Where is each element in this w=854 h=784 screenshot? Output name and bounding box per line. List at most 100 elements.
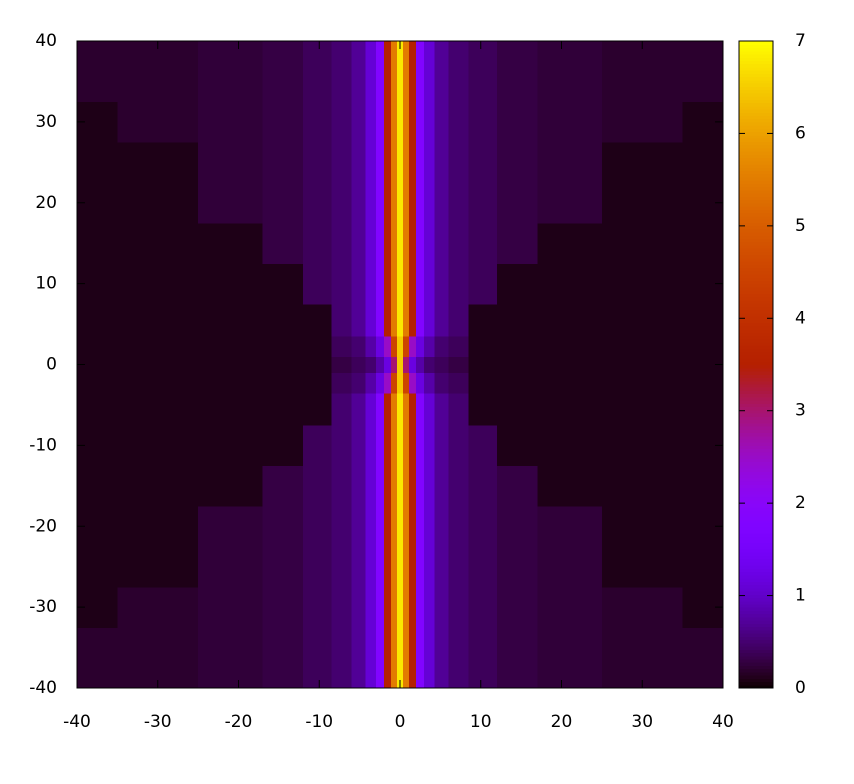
heat-cell xyxy=(375,425,385,467)
heat-cell xyxy=(198,465,264,507)
heat-cell xyxy=(365,263,377,305)
heat-cell xyxy=(351,182,367,224)
heat-cell xyxy=(434,142,449,184)
heat-cell xyxy=(448,506,470,547)
heat-cell xyxy=(416,182,425,224)
heat-cell xyxy=(198,182,264,224)
colorbar-strip xyxy=(739,468,773,472)
colorbar-strip xyxy=(739,241,773,246)
heat-cell xyxy=(351,586,367,628)
colorbar-strip xyxy=(739,616,773,621)
colorbar-strip xyxy=(739,325,773,330)
heat-cell xyxy=(601,356,684,374)
heat-cell xyxy=(448,372,470,394)
heat-cell xyxy=(390,101,398,143)
colorbar-strip xyxy=(739,464,773,469)
colorbar-strip xyxy=(739,403,773,408)
heat-cell xyxy=(77,303,118,337)
colorbar-strip xyxy=(739,448,773,453)
colorbar-strip xyxy=(739,516,773,521)
colorbar-strip xyxy=(739,416,773,421)
heat-cell xyxy=(351,506,367,547)
heat-cell xyxy=(117,392,199,426)
colorbar-strip xyxy=(739,66,773,71)
heat-cell xyxy=(448,586,470,628)
heat-cell xyxy=(496,392,538,426)
heat-cell xyxy=(448,222,470,264)
colorbar-strip xyxy=(739,167,773,171)
heat-cell xyxy=(424,61,435,103)
heat-cell xyxy=(424,506,435,547)
heat-cell xyxy=(468,303,498,337)
heat-cell xyxy=(434,372,449,394)
colorbar-strip xyxy=(739,306,773,311)
heat-cell xyxy=(434,586,449,628)
heat-cell xyxy=(434,336,449,357)
colorbar-strip xyxy=(739,610,773,615)
heat-cell xyxy=(537,586,603,628)
colorbar-strip xyxy=(739,248,773,252)
heat-cell xyxy=(383,392,392,426)
heat-cell xyxy=(331,586,353,628)
heat-cell xyxy=(537,506,603,547)
heat-cell xyxy=(383,356,392,374)
heat-cell xyxy=(537,372,603,394)
heat-cell xyxy=(390,356,398,374)
heat-cell xyxy=(351,627,367,669)
heat-cell xyxy=(303,506,332,547)
heat-cell xyxy=(375,667,385,689)
heat-cell xyxy=(77,392,118,426)
heat-cell xyxy=(396,372,404,394)
colorbar-strip xyxy=(739,170,773,175)
colorbar-strip xyxy=(739,451,773,456)
heat-cell xyxy=(375,465,385,507)
colorbar-strip xyxy=(739,480,773,485)
heat-cell xyxy=(365,667,377,689)
heat-cell xyxy=(448,425,470,467)
x-tick-label: 0 xyxy=(395,712,406,732)
heat-cell xyxy=(601,667,684,689)
heat-cell xyxy=(416,142,425,184)
colorbar-strip xyxy=(739,471,773,476)
heat-cell xyxy=(409,506,417,547)
colorbar-strip xyxy=(739,600,773,605)
heat-cell xyxy=(537,222,603,264)
heat-cell xyxy=(424,627,435,669)
colorbar-tick-label: 7 xyxy=(795,31,806,51)
heat-cell xyxy=(117,142,199,184)
heat-cell xyxy=(434,425,449,467)
heat-cell xyxy=(537,41,603,62)
heat-cell xyxy=(331,627,353,669)
heat-cell xyxy=(403,222,410,264)
heat-cell xyxy=(375,61,385,103)
heat-cell xyxy=(424,142,435,184)
colorbar-strip xyxy=(739,238,773,243)
colorbar-strip xyxy=(739,212,773,217)
colorbar-strip xyxy=(739,44,773,49)
heat-cell xyxy=(434,41,449,62)
heat-cell xyxy=(496,41,538,62)
heat-cell xyxy=(396,392,404,426)
heat-cell xyxy=(390,372,398,394)
colorbar-strip xyxy=(739,361,773,366)
heat-cell xyxy=(448,667,470,689)
heat-cell xyxy=(375,356,385,374)
colorbar-strip xyxy=(739,645,773,650)
heat-cell xyxy=(375,182,385,224)
heat-cell xyxy=(448,61,470,103)
colorbar-strip xyxy=(739,578,773,582)
heat-cell xyxy=(331,506,353,547)
heat-cell xyxy=(383,101,392,143)
colorbar-strip xyxy=(739,506,773,511)
heat-cell xyxy=(448,41,470,62)
colorbar-strip xyxy=(739,63,773,68)
heat-cell xyxy=(403,303,410,337)
heat-cell xyxy=(682,336,724,357)
heat-cell xyxy=(682,667,724,689)
heat-cell xyxy=(117,336,199,357)
heat-cell xyxy=(365,41,377,62)
heat-cell xyxy=(409,101,417,143)
heat-cell xyxy=(383,372,392,394)
colorbar-strip xyxy=(739,338,773,343)
heat-cell xyxy=(375,546,385,588)
